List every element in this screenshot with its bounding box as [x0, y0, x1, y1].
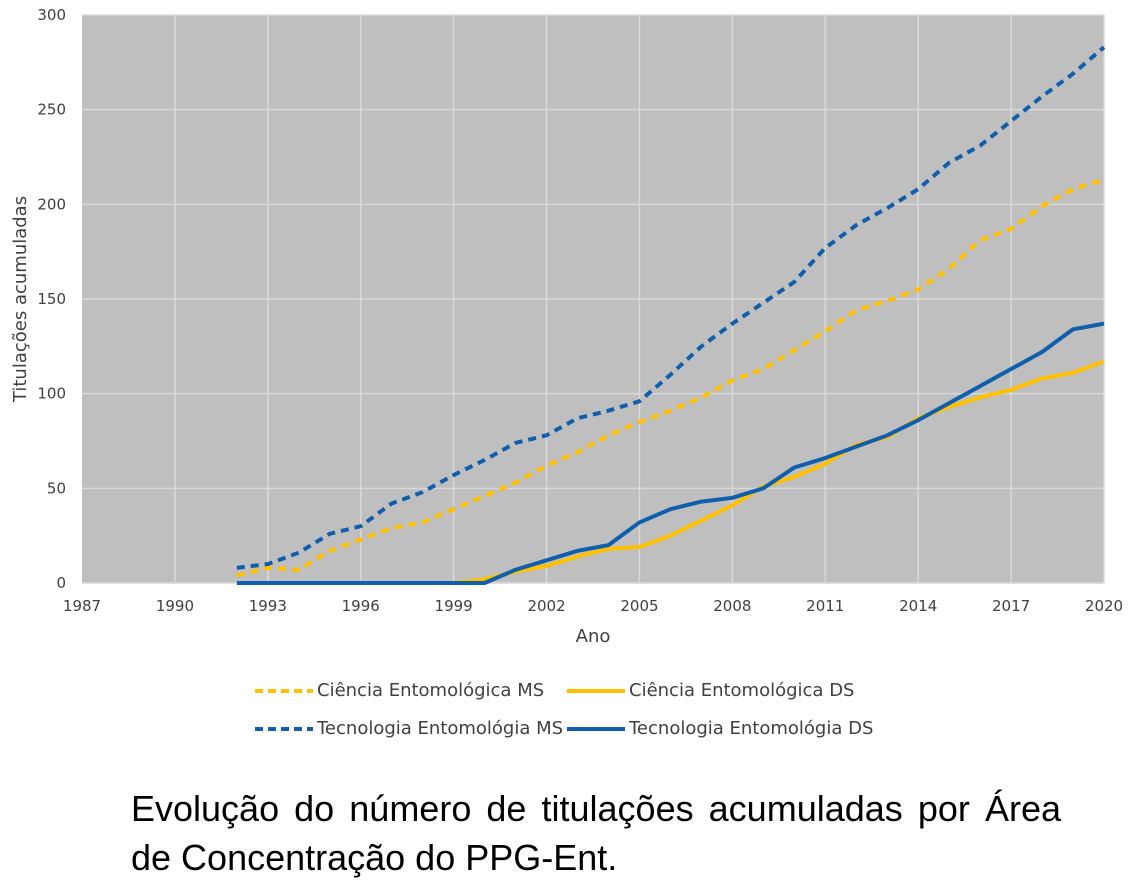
line-chart: 0 50 100 150 200 250 300 1987 1990 1993 1996 1999 2…: [10, 6, 1123, 647]
x-axis-ticks: 1987 1990 1993 1996 1999 2002 2005 2008 2011 2014…: [63, 597, 1123, 615]
y-tick-label: 50: [47, 479, 66, 497]
x-tick-label: 2017: [992, 597, 1030, 615]
y-axis-ticks: 0 50 100 150 200 250 300: [37, 6, 66, 592]
x-tick-label: 2008: [713, 597, 751, 615]
legend-swatch-solid-blue: [567, 726, 625, 731]
legend-item-tecnologia-ms: Tecnologia Entomológia MS: [255, 718, 563, 739]
y-tick-label: 100: [37, 385, 66, 403]
legend-item-ciencia-ds: Ciência Entomológica DS: [567, 680, 854, 701]
x-tick-label: 2020: [1085, 597, 1123, 615]
x-tick-label: 2014: [899, 597, 937, 615]
legend-swatch-dashed-yellow: [255, 688, 313, 693]
y-tick-label: 300: [37, 6, 66, 24]
legend-label: Tecnologia Entomológia DS: [629, 718, 874, 739]
y-tick-label: 150: [37, 290, 66, 308]
y-tick-label: 200: [37, 195, 66, 213]
series-line-3: [236, 321, 1105, 585]
x-tick-label: 2005: [620, 597, 658, 615]
x-tick-label: 2002: [527, 597, 565, 615]
legend-swatch-dashed-blue: [255, 726, 313, 731]
x-tick-label: 1999: [435, 597, 473, 615]
legend-label: Ciência Entomológica DS: [629, 680, 855, 701]
legend-label: Tecnologia Entomológia MS: [317, 718, 564, 739]
x-axis-title: Ano: [576, 626, 611, 647]
y-tick-label: 250: [37, 101, 66, 119]
y-tick-label: 0: [56, 574, 66, 592]
legend-swatch-solid-yellow: [567, 688, 625, 693]
legend-label: Ciência Entomológica MS: [317, 680, 545, 701]
x-tick-label: 2011: [806, 597, 844, 615]
figure-caption: Evolução do número de titulações acumula…: [131, 788, 1061, 878]
legend-item-ciencia-ms: Ciência Entomológica MS: [255, 680, 544, 701]
x-tick-label: 1987: [63, 597, 101, 615]
legend-item-tecnologia-ds: Tecnologia Entomológia DS: [567, 718, 873, 739]
series-lines: [236, 45, 1106, 585]
series-line-0: [236, 177, 1105, 578]
y-axis-title: Titulações acumuladas: [10, 196, 31, 403]
x-tick-label: 1990: [156, 597, 194, 615]
series-line-2: [236, 45, 1106, 570]
gridlines: [82, 14, 1105, 584]
x-tick-label: 1996: [342, 597, 380, 615]
x-tick-label: 1993: [249, 597, 287, 615]
